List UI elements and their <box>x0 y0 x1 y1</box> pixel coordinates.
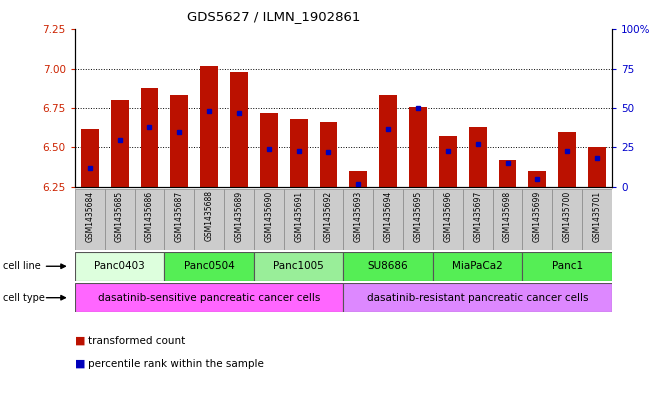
Text: Panc0403: Panc0403 <box>94 261 145 271</box>
Bar <box>433 189 463 250</box>
Text: GSM1435684: GSM1435684 <box>85 191 94 242</box>
Bar <box>254 252 344 281</box>
Text: SU8686: SU8686 <box>368 261 408 271</box>
Text: GSM1435686: GSM1435686 <box>145 191 154 242</box>
Bar <box>111 100 129 187</box>
Bar <box>260 113 278 187</box>
Text: cell type: cell type <box>3 293 45 303</box>
Bar <box>344 283 612 312</box>
Bar <box>290 119 307 187</box>
Text: GSM1435687: GSM1435687 <box>175 191 184 242</box>
Bar <box>522 252 612 281</box>
Text: GSM1435694: GSM1435694 <box>383 191 393 242</box>
Bar <box>433 252 522 281</box>
Text: GSM1435688: GSM1435688 <box>204 191 214 241</box>
Bar <box>314 189 344 250</box>
Text: GSM1435698: GSM1435698 <box>503 191 512 242</box>
Bar <box>344 189 373 250</box>
Bar <box>558 132 576 187</box>
Bar <box>588 147 606 187</box>
Bar <box>75 189 105 250</box>
Bar <box>409 107 427 187</box>
Text: GSM1435690: GSM1435690 <box>264 191 273 242</box>
Bar <box>164 252 254 281</box>
Text: Panc1: Panc1 <box>551 261 583 271</box>
Bar <box>141 88 158 187</box>
Bar <box>284 189 314 250</box>
Text: ■: ■ <box>75 336 85 346</box>
Bar <box>552 189 582 250</box>
Bar <box>463 189 493 250</box>
Text: GSM1435691: GSM1435691 <box>294 191 303 242</box>
Bar <box>105 189 135 250</box>
Bar <box>403 189 433 250</box>
Bar <box>379 95 397 187</box>
Bar <box>499 160 516 187</box>
Text: ■: ■ <box>75 358 85 369</box>
Text: GSM1435692: GSM1435692 <box>324 191 333 242</box>
Text: GSM1435689: GSM1435689 <box>234 191 243 242</box>
Text: GSM1435693: GSM1435693 <box>354 191 363 242</box>
Bar <box>522 189 552 250</box>
Bar <box>439 136 457 187</box>
Text: GSM1435700: GSM1435700 <box>562 191 572 242</box>
Bar <box>469 127 486 187</box>
Text: MiaPaCa2: MiaPaCa2 <box>452 261 503 271</box>
Bar <box>582 189 612 250</box>
Bar <box>224 189 254 250</box>
Bar <box>81 129 99 187</box>
Bar <box>75 252 164 281</box>
Bar <box>230 72 248 187</box>
Bar <box>350 171 367 187</box>
Text: GSM1435701: GSM1435701 <box>592 191 602 242</box>
Bar <box>194 189 224 250</box>
Text: transformed count: transformed count <box>88 336 185 346</box>
Bar <box>75 283 344 312</box>
Text: GSM1435696: GSM1435696 <box>443 191 452 242</box>
Bar <box>320 122 337 187</box>
Bar <box>344 252 433 281</box>
Text: dasatinib-sensitive pancreatic cancer cells: dasatinib-sensitive pancreatic cancer ce… <box>98 293 320 303</box>
Text: Panc0504: Panc0504 <box>184 261 234 271</box>
Text: GDS5627 / ILMN_1902861: GDS5627 / ILMN_1902861 <box>187 10 360 23</box>
Bar <box>529 171 546 187</box>
Text: GSM1435697: GSM1435697 <box>473 191 482 242</box>
Text: percentile rank within the sample: percentile rank within the sample <box>88 358 264 369</box>
Bar <box>171 95 188 187</box>
Bar <box>201 66 218 187</box>
Bar <box>135 189 165 250</box>
Bar <box>493 189 522 250</box>
Bar <box>254 189 284 250</box>
Text: dasatinib-resistant pancreatic cancer cells: dasatinib-resistant pancreatic cancer ce… <box>367 293 589 303</box>
Text: GSM1435685: GSM1435685 <box>115 191 124 242</box>
Text: GSM1435699: GSM1435699 <box>533 191 542 242</box>
Text: Panc1005: Panc1005 <box>273 261 324 271</box>
Bar <box>164 189 194 250</box>
Text: cell line: cell line <box>3 261 41 271</box>
Text: GSM1435695: GSM1435695 <box>413 191 422 242</box>
Bar <box>373 189 403 250</box>
